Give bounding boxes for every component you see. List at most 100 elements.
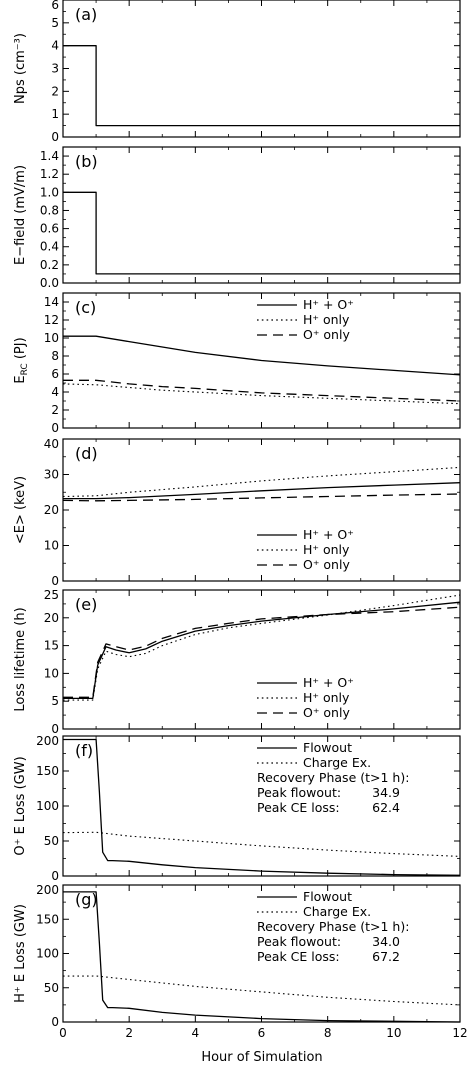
y-tick-label: 0.6 [40,222,59,236]
legend-label: Flowout [303,740,352,755]
annotation-label: Peak flowout: [257,785,341,800]
legend-label: H⁺ + O⁺ [303,297,354,312]
legend-label: O⁺ only [303,327,350,342]
series-line-solid [63,601,461,700]
x-tick-label: 4 [192,1026,200,1040]
panel-g: 0 50 100 150 200 0 2 4 6 8 10 12 H⁺ E Loss (GW) (g) Fl… [13,883,468,1040]
legend-label: O⁺ only [303,557,350,572]
y-tick-label: 6 [51,0,59,12]
series-line-solid [63,45,460,127]
legend-label: H⁺ only [303,690,350,705]
series-line-solid [63,482,461,500]
y-tick-label: 2 [51,84,59,98]
annotation-text: Recovery Phase (t>1 h): [257,919,409,934]
annotation-value: 34.0 [372,934,400,949]
series-line-dotted [62,383,461,405]
series-line-dotted [62,831,461,857]
annotation-label: Peak CE loss: [257,800,340,815]
y-axis-title: Loss lifetime (h) [13,607,28,711]
panel-b: 0.0 0.2 0.4 0.6 0.8 1.0 1.2 1.4 E−field (mV/m) (b… [13,146,461,290]
series-line-solid [63,891,461,1023]
legend-label: H⁺ + O⁺ [303,527,354,542]
y-axis-title: <E> (keV) [13,476,28,544]
plot-frame [62,0,461,138]
y-tick-label: 0.0 [40,276,59,290]
y-tick-label: 50 [44,981,59,995]
y-tick-label: 0 [51,869,59,883]
annotation-label: Peak CE loss: [257,949,340,964]
y-tick-label: 100 [36,799,59,813]
series-line-dotted [62,466,461,498]
plot-frame [62,438,461,582]
series-line-solid [63,191,460,275]
legend-label: Flowout [303,889,352,904]
y-tick-label: 40 [44,437,59,451]
y-tick-label: 10 [44,331,59,345]
y-axis-title: Nps (cm⁻³) [13,33,28,104]
y-tick-label: 5 [51,16,59,30]
y-tick-label: 200 [36,734,59,748]
y-tick-label: 15 [44,639,59,653]
series-line-solid [63,335,461,376]
panel-label: (e) [75,595,97,614]
y-tick-label: 150 [36,764,59,778]
y-axis-title: E−field (mV/m) [13,165,28,265]
series-line-dashed [63,606,461,698]
y-tick-label: 0 [51,574,59,588]
x-tick-label: 6 [258,1026,266,1040]
plot-frame [62,146,461,284]
annotation-value: 34.9 [372,785,400,800]
y-tick-label: 200 [36,883,59,897]
legend-label: H⁺ only [303,312,350,327]
y-tick-label: 0.4 [40,240,59,254]
y-axis-title: H⁺ E Loss (GW) [13,904,28,1003]
y-tick-label: 30 [44,468,59,482]
panel-f: 0 50 100 150 200 O⁺ E Loss (GW) (f) FlowoutChar… [13,734,461,883]
x-tick-label: 10 [386,1026,401,1040]
y-tick-label: 10 [44,666,59,680]
y-tick-label: 0 [51,1015,59,1029]
legend-label: O⁺ only [303,705,350,720]
series-line-dotted [63,594,461,701]
x-tick-label: 0 [59,1026,67,1040]
y-tick-label: 50 [44,834,59,848]
series-line-dotted [62,975,461,1006]
legend-label: Charge Ex. [303,755,371,770]
y-tick-label: 1.0 [40,185,59,199]
panel-label: (a) [75,5,97,24]
y-tick-label: 20 [44,503,59,517]
y-axis-title: ERC (PJ) [13,337,30,383]
y-tick-label: 20 [44,611,59,625]
legend-label: H⁺ only [303,542,350,557]
y-tick-label: 0.2 [40,258,59,272]
y-tick-label: 6 [51,367,59,381]
y-tick-label: 2 [51,403,59,417]
panel-label: (b) [75,152,98,171]
x-tick-label: 8 [324,1026,332,1040]
panel-a: 0 1 2 3 4 5 6 Nps (cm⁻³) (a) [13,0,461,144]
series-line-dashed [63,379,461,402]
annotation-text: Recovery Phase (t>1 h): [257,770,409,785]
legend-label: H⁺ + O⁺ [303,675,354,690]
panel-label: (c) [75,298,96,317]
y-tick-label: 0 [51,130,59,144]
y-tick-label: 12 [44,313,59,327]
panel-e: 0 5 10 15 20 25 Loss lifetime (h) (e) H⁺ + O⁺H⁺ … [13,588,461,736]
y-tick-label: 0.8 [40,203,59,217]
y-tick-label: 1.4 [40,149,59,163]
y-tick-label: 1.2 [40,167,59,181]
x-tick-label: 12 [452,1026,467,1040]
panel-label: (g) [75,890,98,909]
y-tick-label: 1 [51,107,59,121]
y-tick-label: 150 [36,912,59,926]
panel-label: (f) [75,741,93,760]
annotation-value: 67.2 [372,949,400,964]
series-line-dashed [62,493,461,502]
y-tick-label: 5 [51,694,59,708]
y-tick-label: 0 [51,722,59,736]
y-tick-label: 4 [51,39,59,53]
y-tick-label: 100 [36,947,59,961]
